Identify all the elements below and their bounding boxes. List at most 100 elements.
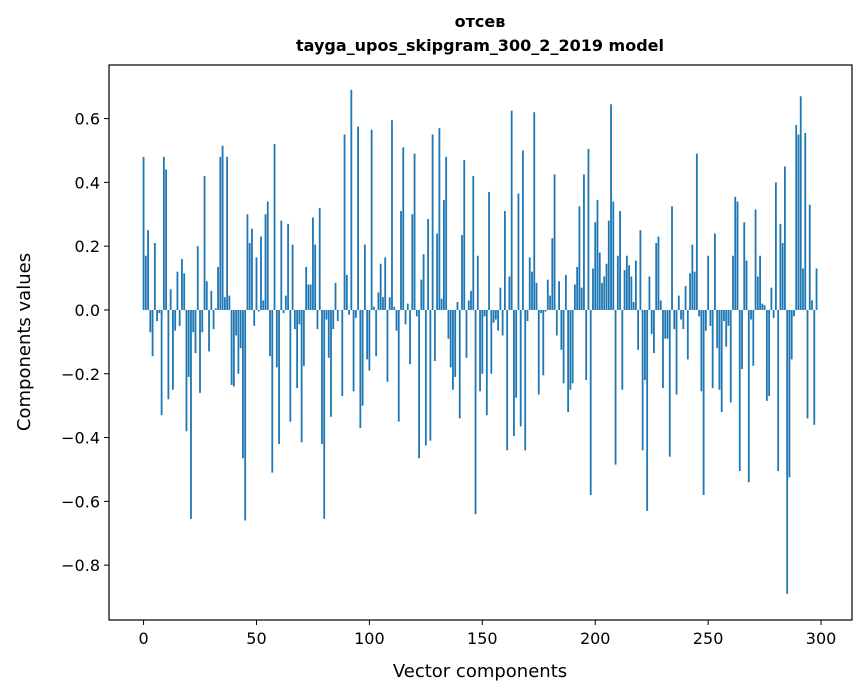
bar-225 <box>650 309 653 334</box>
bar-279 <box>772 309 775 318</box>
bar-176 <box>540 309 542 314</box>
bar-256 <box>720 309 723 413</box>
bar-278 <box>770 287 773 310</box>
bar-51 <box>257 309 260 312</box>
bar-280 <box>774 182 777 310</box>
bar-216 <box>630 276 633 310</box>
bar-93 <box>352 309 355 392</box>
x-tick-label: 50 <box>246 629 266 648</box>
bar-138 <box>454 309 457 377</box>
bar-1 <box>144 255 147 310</box>
bar-288 <box>793 309 795 317</box>
bar-272 <box>756 276 759 310</box>
bar-156 <box>494 309 497 320</box>
bar-95 <box>357 126 360 310</box>
bar-183 <box>555 309 558 336</box>
bar-114 <box>400 211 402 310</box>
bar-297 <box>813 309 816 425</box>
bar-199 <box>592 268 594 310</box>
bar-283 <box>781 242 784 310</box>
bar-4 <box>151 309 154 357</box>
bar-261 <box>732 255 734 310</box>
bar-250 <box>707 255 710 310</box>
bar-277 <box>768 309 771 397</box>
bar-24 <box>196 246 199 310</box>
bar-20 <box>187 309 190 377</box>
bar-115 <box>402 147 405 310</box>
bar-233 <box>668 309 671 457</box>
bar-232 <box>666 309 669 339</box>
bar-36 <box>223 297 226 310</box>
bar-107 <box>384 257 387 310</box>
bar-26 <box>201 309 204 333</box>
y-tick-label: −0.6 <box>61 492 100 511</box>
bar-203 <box>601 282 603 310</box>
bar-230 <box>662 309 664 389</box>
bar-89 <box>343 134 346 310</box>
bar-109 <box>388 297 391 310</box>
bar-226 <box>653 309 655 354</box>
axes-frame <box>108 64 853 621</box>
bar-39 <box>230 309 233 385</box>
bar-120 <box>413 153 416 310</box>
bar-295 <box>808 204 811 310</box>
bar-78 <box>318 207 321 310</box>
bar-123 <box>420 279 423 310</box>
bar-249 <box>704 309 707 331</box>
bar-231 <box>664 309 667 339</box>
bar-13 <box>172 309 174 390</box>
bar-184 <box>558 281 560 310</box>
bar-255 <box>718 309 721 390</box>
bar-202 <box>598 252 601 310</box>
bar-67 <box>293 309 296 330</box>
bar-117 <box>406 303 409 310</box>
bar-74 <box>309 284 312 310</box>
bar-213 <box>623 270 626 310</box>
bar-284 <box>784 166 786 310</box>
bar-276 <box>765 309 768 401</box>
bar-113 <box>397 309 400 422</box>
bar-214 <box>625 255 628 310</box>
bar-234 <box>671 206 673 310</box>
bar-177 <box>542 309 545 376</box>
bar-194 <box>580 287 583 310</box>
bar-262 <box>734 196 737 310</box>
bar-243 <box>691 244 694 310</box>
bar-110 <box>391 120 393 310</box>
bar-154 <box>490 309 493 374</box>
x-tick-label: 150 <box>467 629 498 648</box>
bar-294 <box>806 309 809 419</box>
bar-21 <box>190 309 192 519</box>
bar-211 <box>619 211 621 310</box>
bar-286 <box>788 309 791 478</box>
bar-131 <box>438 128 441 310</box>
bar-30 <box>210 290 213 310</box>
bar-3 <box>149 309 152 333</box>
bar-266 <box>743 222 746 310</box>
bar-75 <box>312 217 314 310</box>
bar-145 <box>470 290 472 310</box>
bar-80 <box>323 309 326 519</box>
bar-162 <box>508 276 511 310</box>
bar-285 <box>786 309 789 594</box>
bar-296 <box>811 300 813 310</box>
bar-235 <box>673 309 676 330</box>
bar-54 <box>264 214 267 310</box>
bar-149 <box>479 309 481 392</box>
bar-47 <box>248 242 251 310</box>
bar-27 <box>203 176 206 310</box>
chart-title: отсев <box>455 12 506 31</box>
bar-290 <box>797 134 800 310</box>
bar-181 <box>551 238 554 310</box>
bar-56 <box>269 309 271 357</box>
y-axis-label: Components values <box>14 253 35 431</box>
y-axis-ticks: −0.8 −0.6 −0.4 −0.2 0.0 0.2 0.4 0.6 <box>61 110 109 575</box>
bar-220 <box>639 230 642 310</box>
bar-244 <box>693 271 696 310</box>
bar-242 <box>689 273 691 310</box>
bar-204 <box>603 276 606 310</box>
bar-88 <box>341 309 344 397</box>
bar-136 <box>449 309 452 368</box>
bar-171 <box>528 257 531 310</box>
